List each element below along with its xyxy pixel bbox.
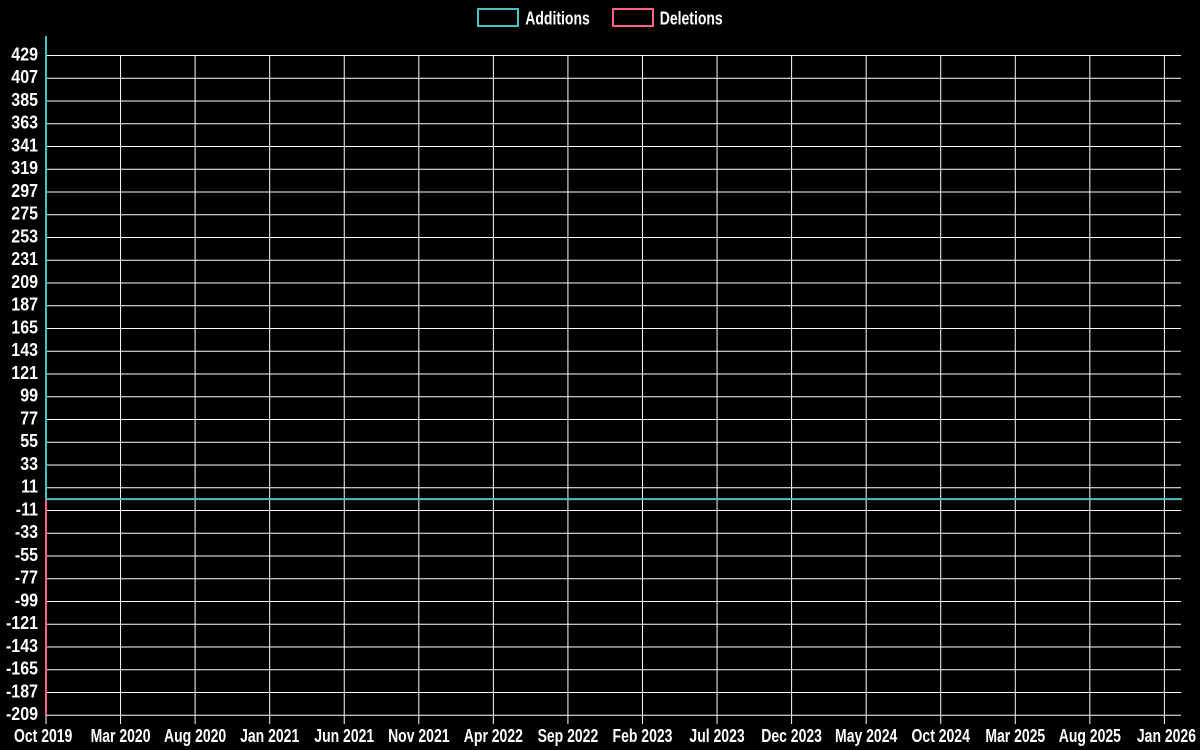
svg-text:253: 253 bbox=[11, 225, 38, 247]
svg-text:231: 231 bbox=[11, 248, 38, 270]
svg-text:-165: -165 bbox=[6, 657, 38, 679]
svg-text:Jul 2023: Jul 2023 bbox=[689, 727, 744, 747]
svg-text:Jun 2021: Jun 2021 bbox=[314, 727, 374, 747]
svg-text:165: 165 bbox=[11, 316, 38, 338]
svg-text:Jan 2026: Jan 2026 bbox=[1137, 727, 1196, 747]
svg-text:187: 187 bbox=[11, 293, 38, 315]
svg-text:-121: -121 bbox=[6, 612, 38, 634]
svg-text:11: 11 bbox=[21, 475, 38, 497]
svg-text:-187: -187 bbox=[6, 680, 38, 702]
svg-text:33: 33 bbox=[20, 453, 38, 475]
svg-text:Aug 2025: Aug 2025 bbox=[1059, 727, 1121, 747]
svg-text:Aug 2020: Aug 2020 bbox=[164, 727, 226, 747]
svg-text:-209: -209 bbox=[6, 703, 38, 725]
svg-text:Mar 2020: Mar 2020 bbox=[91, 727, 151, 747]
svg-text:121: 121 bbox=[11, 362, 38, 384]
svg-text:Mar 2025: Mar 2025 bbox=[985, 727, 1045, 747]
svg-text:Apr 2022: Apr 2022 bbox=[464, 727, 523, 747]
svg-text:-55: -55 bbox=[15, 544, 38, 566]
svg-text:341: 341 bbox=[11, 134, 38, 156]
svg-text:319: 319 bbox=[11, 157, 38, 179]
svg-text:Dec 2023: Dec 2023 bbox=[761, 727, 822, 747]
svg-text:-99: -99 bbox=[15, 589, 38, 611]
svg-text:363: 363 bbox=[11, 111, 38, 133]
svg-text:385: 385 bbox=[11, 89, 38, 111]
svg-text:Nov 2021: Nov 2021 bbox=[388, 727, 449, 747]
svg-text:297: 297 bbox=[11, 180, 38, 202]
svg-text:-77: -77 bbox=[15, 566, 38, 588]
svg-text:-143: -143 bbox=[6, 635, 38, 657]
svg-text:May 2024: May 2024 bbox=[835, 727, 897, 747]
svg-text:77: 77 bbox=[20, 407, 38, 429]
svg-text:Sep 2022: Sep 2022 bbox=[538, 727, 599, 747]
svg-text:99: 99 bbox=[20, 384, 38, 406]
svg-text:55: 55 bbox=[20, 430, 38, 452]
svg-text:Jan 2021: Jan 2021 bbox=[240, 727, 299, 747]
svg-text:Oct 2024: Oct 2024 bbox=[912, 727, 970, 747]
svg-text:143: 143 bbox=[11, 339, 38, 361]
svg-text:-11: -11 bbox=[16, 498, 38, 520]
svg-text:Oct 2019: Oct 2019 bbox=[14, 727, 72, 747]
svg-text:209: 209 bbox=[11, 271, 38, 293]
svg-text:-33: -33 bbox=[15, 521, 38, 543]
svg-text:407: 407 bbox=[11, 66, 38, 88]
svg-text:Feb 2023: Feb 2023 bbox=[613, 727, 673, 747]
svg-text:429: 429 bbox=[11, 43, 38, 65]
svg-text:275: 275 bbox=[11, 202, 38, 224]
